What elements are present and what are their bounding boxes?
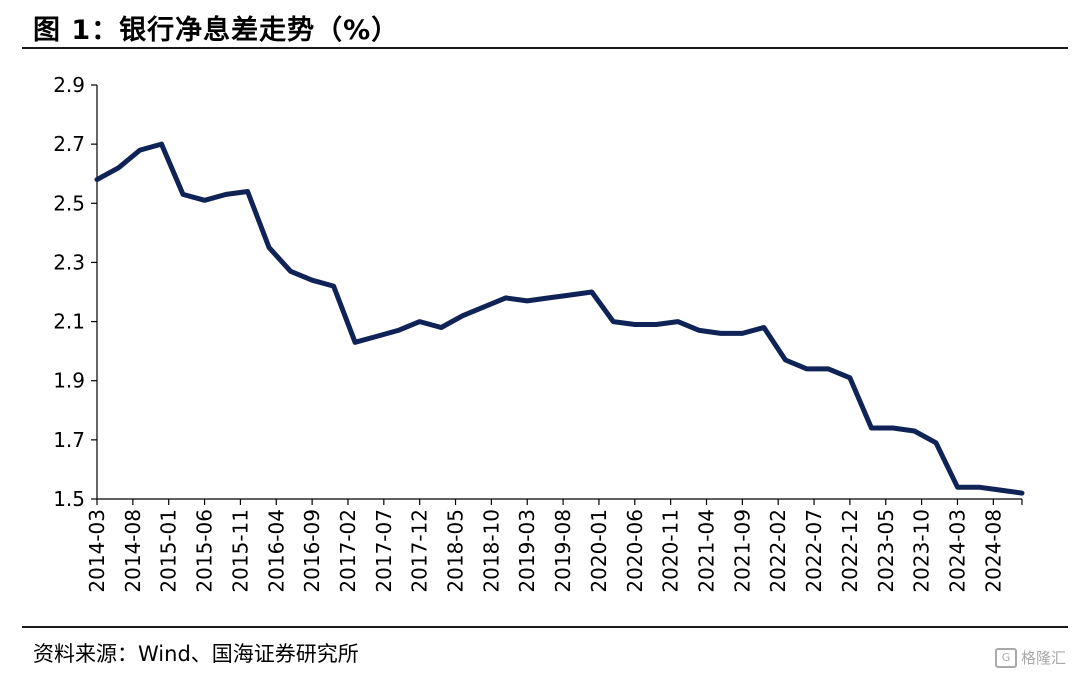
chart-area: 1.51.71.92.12.32.52.72.9 2014-03 2014-08 2… — [53, 73, 1025, 593]
y-tick-label: 2.9 — [53, 73, 85, 97]
x-tick-label: 2020-06 — [623, 509, 647, 593]
x-tick-label: 2014-03 — [85, 509, 109, 593]
watermark-text: 格隆汇 — [1020, 649, 1066, 667]
x-tick-label: 2022-02 — [766, 509, 790, 593]
source-note: 资料来源：Wind、国海证券研究所 — [33, 642, 359, 666]
x-tick-label: 2017-07 — [372, 509, 396, 593]
x-tick-label: 2018-05 — [444, 509, 468, 593]
y-tick-label: 1.5 — [53, 487, 85, 511]
x-tick-label: 2015-06 — [193, 509, 217, 593]
x-tick-label: 2022-07 — [802, 509, 826, 593]
y-tick-label: 1.9 — [53, 369, 85, 393]
nim-series-line — [94, 141, 1025, 496]
bottom-divider — [22, 626, 1068, 628]
chart-title: 图 1：银行净息差走势（%） — [33, 15, 400, 46]
top-divider — [22, 47, 1068, 49]
x-axis: 2014-03 2014-08 2015-01 2015-06 2015-11 2016-… — [85, 498, 1023, 593]
x-tick-label: 2021-04 — [694, 509, 718, 593]
x-tick-label: 2019-08 — [551, 509, 575, 593]
x-tick-label: 2015-11 — [228, 509, 252, 593]
x-tick-label: 2020-01 — [587, 509, 611, 593]
x-tick-label: 2017-02 — [336, 509, 360, 593]
y-tick-label: 2.1 — [53, 310, 85, 334]
y-tick-label: 1.7 — [53, 428, 85, 452]
watermark: G 格隆汇 — [994, 647, 1066, 668]
y-tick-label: 2.7 — [53, 132, 85, 156]
x-tick-label: 2015-01 — [157, 509, 181, 593]
x-tick-label: 2018-10 — [479, 509, 503, 593]
x-tick-label: 2024-03 — [945, 509, 969, 593]
x-tick-label: 2016-09 — [300, 509, 324, 593]
y-axis: 1.5 1.7 1.9 2.1 2.3 2.5 2.7 2.9 — [53, 73, 98, 511]
y-tick-label: 2.3 — [53, 250, 85, 274]
x-tick-label: 2014-08 — [121, 509, 145, 593]
watermark-logo-icon: G — [994, 647, 1017, 668]
x-tick-label: 2022-12 — [838, 509, 862, 593]
x-tick-label: 2024-08 — [981, 509, 1005, 593]
x-tick-label: 2019-03 — [515, 509, 539, 593]
x-tick-label: 2023-05 — [874, 509, 898, 593]
y-tick-label: 2.5 — [53, 191, 85, 215]
x-tick-label: 2023-10 — [910, 509, 934, 593]
x-tick-label: 2017-12 — [408, 509, 432, 593]
x-tick-label: 2020-11 — [659, 509, 683, 593]
x-tick-label: 2016-04 — [264, 509, 288, 593]
series-group — [94, 141, 1025, 496]
x-tick-label: 2021-09 — [730, 509, 754, 593]
